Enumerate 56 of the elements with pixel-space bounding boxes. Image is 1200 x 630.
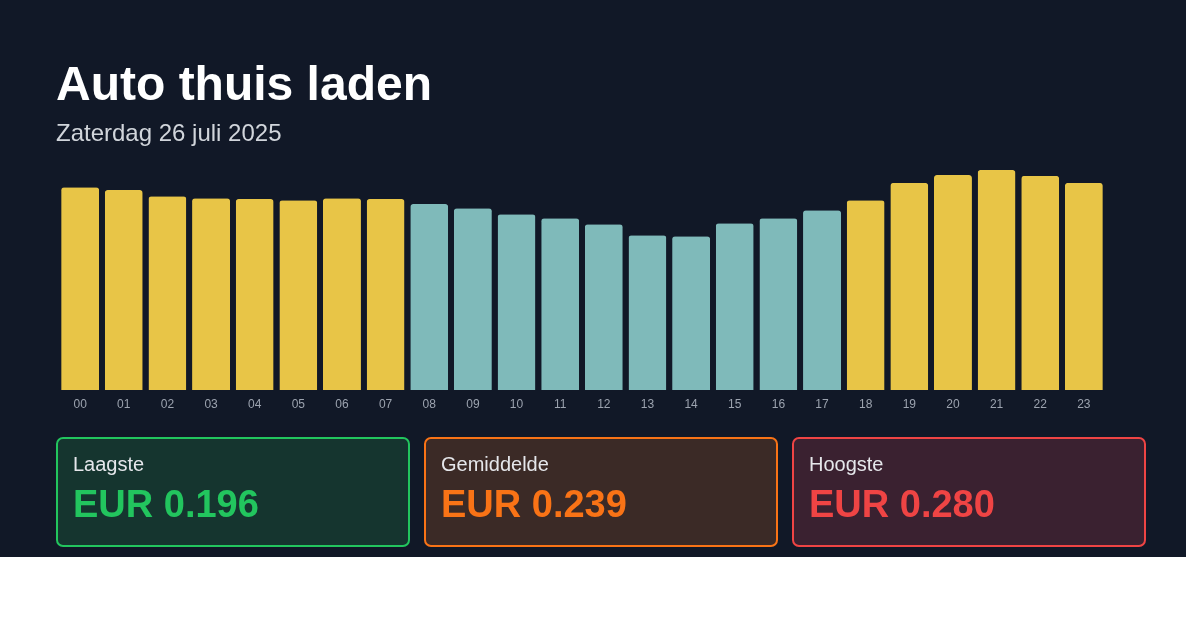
x-tick-label: 22 (1033, 396, 1048, 411)
bar (61, 187, 100, 390)
bar (759, 218, 798, 390)
x-tick-label: 21 (989, 396, 1004, 411)
bar (541, 218, 580, 390)
bar (279, 200, 318, 390)
x-tick-label: 15 (728, 396, 742, 411)
bar (410, 204, 449, 390)
text: EUR 0.280 (809, 483, 995, 525)
x-tick-label: 12 (597, 396, 611, 411)
x-tick-label: 00 (73, 396, 88, 411)
bar (846, 200, 885, 390)
text: Laagste (73, 453, 145, 475)
bar (715, 223, 754, 390)
x-tick-label: 16 (771, 396, 786, 411)
x-tick-label: 14 (684, 396, 699, 411)
x-tick-label: 23 (1077, 396, 1091, 411)
chart-title: Auto thuis laden (56, 57, 432, 110)
bar (628, 235, 667, 390)
text: EUR 0.196 (73, 483, 259, 525)
bar (1021, 175, 1060, 390)
bar (148, 196, 187, 390)
x-tick-label: 08 (422, 396, 437, 411)
bar (933, 175, 972, 390)
chart-subtitle: Zaterdag 26 juli 2025 (56, 119, 282, 146)
bar (890, 182, 929, 390)
x-tick-label: 03 (204, 396, 219, 411)
x-tick-label: 01 (117, 396, 131, 411)
bar (1064, 182, 1103, 390)
x-tick-label: 17 (815, 396, 830, 411)
x-tick-label: 04 (248, 396, 262, 411)
x-tick-label: 20 (946, 396, 960, 411)
bar (235, 199, 274, 390)
x-tick-label: 06 (335, 396, 349, 411)
x-tick-label: 13 (640, 396, 655, 411)
x-tick-label: 11 (553, 396, 567, 411)
x-tick-label: 05 (291, 396, 306, 411)
x-tick-label: 10 (509, 396, 524, 411)
x-tick-label: 09 (466, 396, 480, 411)
x-tick-label: 02 (160, 396, 175, 411)
bar (977, 170, 1016, 390)
bar (192, 198, 231, 390)
x-tick-label: 07 (378, 396, 393, 411)
text: Gemiddelde (441, 453, 549, 475)
bar (672, 236, 711, 390)
x-tick-label: 18 (858, 396, 873, 411)
bar (104, 190, 143, 390)
bar (366, 199, 405, 390)
text: EUR 0.239 (441, 483, 627, 525)
x-tick-label: 19 (902, 396, 917, 411)
bar (584, 224, 623, 390)
bar (803, 210, 842, 390)
bar (453, 208, 492, 390)
bar (497, 214, 536, 390)
bar (322, 198, 361, 390)
text: Hoogste (809, 453, 884, 475)
